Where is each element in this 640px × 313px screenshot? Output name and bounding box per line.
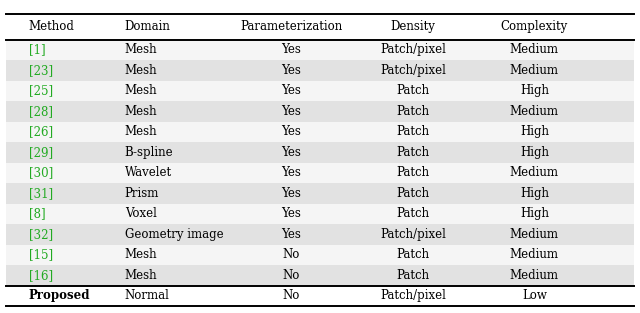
Text: Mesh: Mesh (125, 249, 157, 261)
Text: No: No (282, 249, 300, 261)
Bar (6, 245, 634, 265)
Text: [26]: [26] (29, 126, 53, 138)
Text: Mesh: Mesh (125, 269, 157, 282)
Text: High: High (520, 146, 549, 159)
Text: No: No (282, 290, 300, 302)
Bar (6, 40, 634, 60)
Text: Patch: Patch (396, 126, 429, 138)
Bar (6, 81, 634, 101)
Text: High: High (520, 126, 549, 138)
Text: High: High (520, 85, 549, 97)
Text: Medium: Medium (510, 167, 559, 179)
Text: Proposed: Proposed (29, 290, 90, 302)
Text: Patch: Patch (396, 85, 429, 97)
Text: Yes: Yes (281, 208, 301, 220)
Text: Medium: Medium (510, 64, 559, 77)
Bar (6, 60, 634, 81)
Text: Normal: Normal (125, 290, 170, 302)
Text: Domain: Domain (125, 20, 171, 33)
Text: Medium: Medium (510, 105, 559, 118)
Text: Yes: Yes (281, 85, 301, 97)
Text: Yes: Yes (281, 126, 301, 138)
Text: Mesh: Mesh (125, 64, 157, 77)
Text: Yes: Yes (281, 64, 301, 77)
Text: Yes: Yes (281, 228, 301, 241)
Text: Mesh: Mesh (125, 105, 157, 118)
Text: Patch: Patch (396, 269, 429, 282)
Bar (6, 183, 634, 204)
Text: Yes: Yes (281, 44, 301, 56)
Text: Parameterization: Parameterization (240, 20, 342, 33)
Text: Patch/pixel: Patch/pixel (380, 64, 445, 77)
Text: [29]: [29] (29, 146, 53, 159)
Text: B-spline: B-spline (125, 146, 173, 159)
Text: Patch: Patch (396, 146, 429, 159)
Text: Patch: Patch (396, 249, 429, 261)
Text: Medium: Medium (510, 228, 559, 241)
Text: Patch: Patch (396, 208, 429, 220)
Text: Low: Low (522, 290, 547, 302)
Text: Yes: Yes (281, 167, 301, 179)
Text: Mesh: Mesh (125, 126, 157, 138)
Text: [16]: [16] (29, 269, 53, 282)
Text: Medium: Medium (510, 249, 559, 261)
Text: No: No (282, 269, 300, 282)
Text: Patch: Patch (396, 187, 429, 200)
Text: Density: Density (390, 20, 435, 33)
Text: [1]: [1] (29, 44, 45, 56)
Bar (6, 224, 634, 245)
Bar (6, 286, 634, 306)
Text: High: High (520, 208, 549, 220)
Text: Medium: Medium (510, 44, 559, 56)
Text: [28]: [28] (29, 105, 52, 118)
Text: Medium: Medium (510, 269, 559, 282)
Text: Patch/pixel: Patch/pixel (380, 290, 445, 302)
Text: Yes: Yes (281, 146, 301, 159)
Text: Patch: Patch (396, 105, 429, 118)
Text: Patch: Patch (396, 167, 429, 179)
Text: Method: Method (29, 20, 75, 33)
Bar (6, 101, 634, 122)
Bar (6, 142, 634, 163)
Bar (6, 204, 634, 224)
Text: Yes: Yes (281, 187, 301, 200)
Bar (6, 122, 634, 142)
Text: Mesh: Mesh (125, 44, 157, 56)
Text: High: High (520, 187, 549, 200)
Text: [31]: [31] (29, 187, 53, 200)
Text: Complexity: Complexity (500, 20, 568, 33)
Text: Patch/pixel: Patch/pixel (380, 228, 445, 241)
Bar (6, 163, 634, 183)
Text: [30]: [30] (29, 167, 53, 179)
Text: Prism: Prism (125, 187, 159, 200)
Text: [32]: [32] (29, 228, 53, 241)
Text: [25]: [25] (29, 85, 53, 97)
Text: Mesh: Mesh (125, 85, 157, 97)
Text: [23]: [23] (29, 64, 53, 77)
Text: Patch/pixel: Patch/pixel (380, 44, 445, 56)
Text: Yes: Yes (281, 105, 301, 118)
Text: Geometry image: Geometry image (125, 228, 223, 241)
Text: Wavelet: Wavelet (125, 167, 172, 179)
Bar (6, 265, 634, 286)
Text: Voxel: Voxel (125, 208, 157, 220)
Text: [15]: [15] (29, 249, 53, 261)
Text: [8]: [8] (29, 208, 45, 220)
